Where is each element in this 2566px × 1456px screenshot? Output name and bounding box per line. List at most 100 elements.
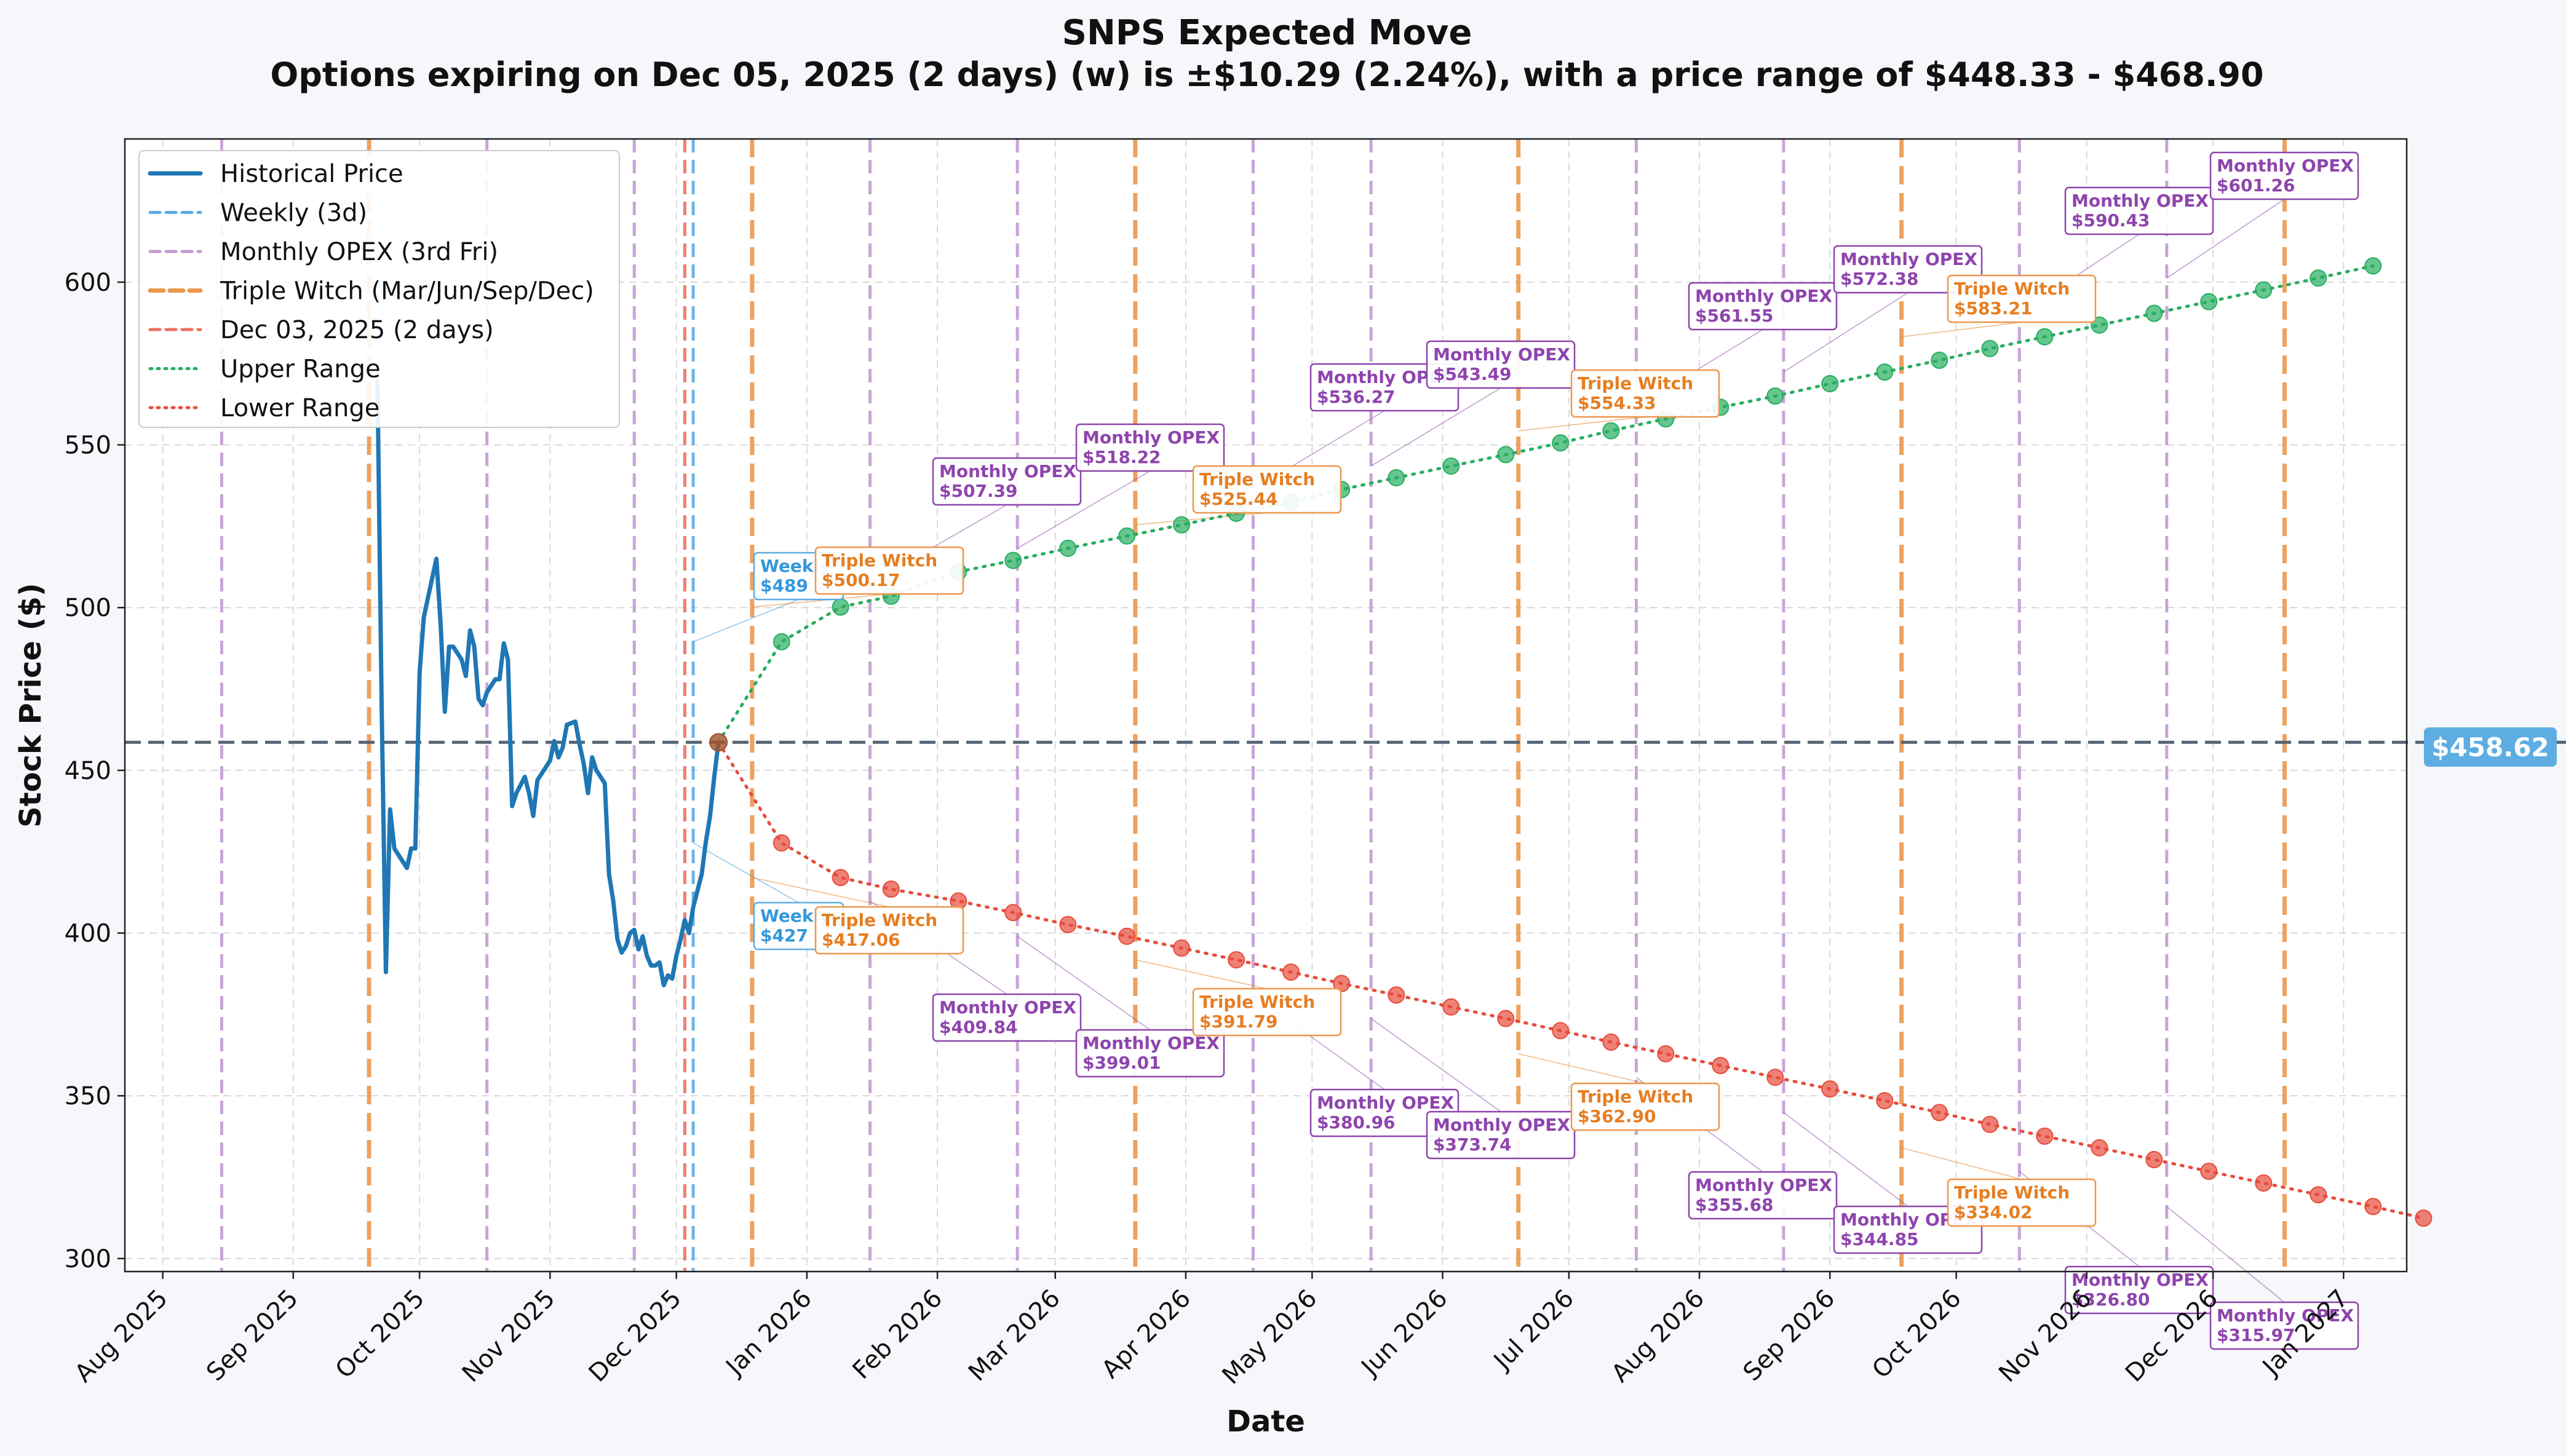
chart-title: SNPS Expected Move [1062, 13, 1472, 53]
monthly-annotation-title: Monthly OPEX [1695, 286, 1832, 306]
upper-range-point [2310, 269, 2327, 287]
annotation-leader [1135, 959, 1268, 989]
triple-annotation-box [1192, 987, 1342, 1037]
upper-range-point [1876, 363, 1894, 381]
lower-range-point [1388, 986, 1405, 1004]
lower-range-point [2145, 1150, 2163, 1168]
monthly-annotation-title: Monthly OPEX [1433, 344, 1570, 365]
triple-annotation-box [1570, 1082, 1720, 1131]
y-tick-label: 600 [65, 269, 111, 297]
monthly-annotation-title: Monthly OPEX [1840, 249, 1977, 269]
current-price-tag-box [2424, 727, 2557, 767]
triple-annotation-box [1947, 1178, 2097, 1227]
current-price-tag-text: $458.62 [2431, 732, 2549, 762]
monthly-annotation-value: $561.55 [1695, 306, 1774, 326]
y-tick-label: 300 [65, 1245, 111, 1273]
monthly-annotation-title: Monthly OPEX [2217, 156, 2354, 176]
upper-range-point [1497, 446, 1515, 464]
upper-range-point [2255, 281, 2273, 299]
monthly-annotation-title: Monthly OPEX [1317, 1093, 1454, 1113]
y-tick-label: 350 [65, 1082, 111, 1110]
annotation-leader [1017, 470, 1151, 549]
annotation-leader [693, 842, 799, 903]
legend-label-monthly: Monthly OPEX (3rd Fri) [220, 238, 498, 266]
lower-range-point [1173, 939, 1191, 957]
triple-annotation-value: $334.02 [1954, 1202, 2033, 1222]
monthly-annotation-box [1075, 1029, 1225, 1078]
triple-annotation-title: Triple Witch [1199, 992, 1315, 1012]
lower-range-point [2091, 1139, 2108, 1157]
historical-price-line [375, 379, 721, 987]
monthly-annotation-box [1833, 245, 1983, 294]
monthly-annotation-value: $518.22 [1082, 447, 1161, 467]
upper-range-point [2364, 257, 2382, 275]
monthly-annotation-value: $409.84 [939, 1017, 1018, 1037]
triple-annotation-title: Triple Witch [1199, 469, 1315, 489]
y-tick-label: 550 [65, 432, 111, 460]
lower-range-point [1931, 1104, 1948, 1122]
monthly-annotation-box [1688, 282, 1838, 331]
annotation-leader [1370, 1018, 1501, 1112]
triple-annotation-value: $500.17 [822, 570, 900, 590]
monthly-annotation-value: $344.85 [1840, 1229, 1919, 1249]
legend-label-weekly: Weekly (3d) [220, 199, 367, 228]
legend-box [138, 150, 620, 428]
monthly-annotation-box [1688, 1171, 1838, 1220]
series-layer [375, 257, 2433, 1227]
monthly-annotation-box [2209, 1301, 2359, 1350]
monthly-annotation-box [1833, 1205, 1983, 1254]
legend-label-historical: Historical Price [220, 160, 403, 188]
lower-range-point [1442, 998, 1460, 1016]
y-tick-label: 500 [65, 594, 111, 622]
upper-range-point [1766, 387, 1784, 405]
annotation-leader [2166, 199, 2285, 279]
monthly-annotation-value: $507.39 [939, 481, 1018, 501]
monthly-annotation-title: Monthly OPEX [2217, 1305, 2354, 1326]
legend-label-lower: Lower Range [220, 394, 379, 422]
annotation-leader [752, 877, 890, 908]
annotation-leader [1017, 936, 1151, 1031]
lower-range-point [1118, 927, 1136, 945]
annotation-leader [1518, 1053, 1646, 1084]
annotation-leader [752, 593, 890, 608]
monthly-annotation-title: Monthly OPEX [939, 997, 1076, 1018]
monthly-annotation-box [2064, 1265, 2214, 1315]
lower-range-point [832, 869, 849, 887]
monthly-annotation-title: Monthly OPEX [1433, 1115, 1570, 1135]
monthly-annotation-value: $399.01 [1082, 1053, 1161, 1073]
monthly-annotation-value: $572.38 [1840, 269, 1919, 289]
lower-range-point [1766, 1069, 1784, 1086]
lower-range-point [882, 880, 900, 898]
lower-range-point [2364, 1198, 2382, 1216]
annotation-leader [2166, 1206, 2285, 1303]
monthly-annotation-title: Monthly OPEX [939, 461, 1076, 481]
chart-subtitle: Options expiring on Dec 05, 2025 (2 days… [270, 55, 2263, 94]
monthly-annotation-value: $315.97 [2217, 1325, 2295, 1345]
upper-range-point [1118, 527, 1136, 545]
monthly-annotation-value: $326.80 [2071, 1289, 2150, 1310]
triple-annotation-box [1192, 465, 1342, 514]
lower-range-point [773, 834, 790, 852]
annotation-leader [1901, 322, 2022, 338]
lower-range-point [2310, 1186, 2327, 1204]
lower-range-point [1602, 1033, 1620, 1051]
lower-range-point [1876, 1092, 1894, 1110]
upper-range-point [1981, 339, 1999, 357]
x-axis-title: Date [1226, 1404, 1305, 1439]
triple-annotation-title: Triple Witch [822, 550, 937, 571]
upper-range-point [1821, 375, 1839, 393]
lower-range-point [1333, 975, 1351, 992]
lower-range-point [1657, 1045, 1675, 1062]
monthly-annotation-box [932, 457, 1082, 506]
lower-range-point [2200, 1162, 2218, 1180]
triple-annotation-title: Triple Witch [1954, 1182, 2070, 1203]
upper-range-point [1388, 469, 1405, 487]
legend-label-current: Dec 03, 2025 (2 days) [220, 316, 494, 344]
upper-range-point [1931, 351, 1948, 369]
annotation-leader [1135, 512, 1268, 526]
y-tick-label: 400 [65, 920, 111, 948]
lower-range-point [2036, 1127, 2054, 1145]
monthly-annotation-box [932, 993, 1082, 1042]
